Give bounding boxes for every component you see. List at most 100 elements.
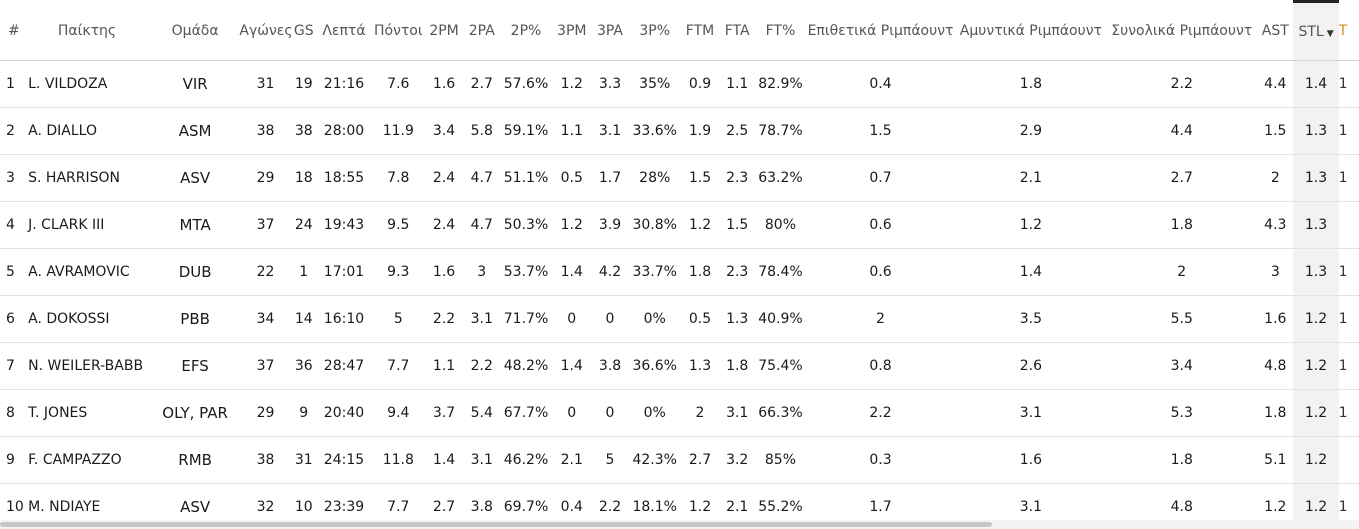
table-row[interactable]: 5 A. AVRAMOVIC DUB 22 1 17:01 9.3 1.6 3 53.7% 1.4 4… xyxy=(0,248,1359,296)
ft-pct-value: 78.4% xyxy=(755,248,806,296)
3p-pct-value: 0% xyxy=(628,295,681,343)
stl-value: 1.3 xyxy=(1293,201,1339,249)
fta-value: 1.8 xyxy=(719,342,756,390)
header-extra[interactable]: T xyxy=(1338,1,1359,61)
scrollbar-thumb[interactable] xyxy=(0,522,993,527)
header-fta[interactable]: FTA xyxy=(719,1,756,61)
3pm-value: 0 xyxy=(552,389,592,437)
offensive-rebounds-value: 1.7 xyxy=(805,483,956,520)
table-row[interactable]: 3 S. HARRISON ASV 29 18 18:55 7.8 2.4 4.7 51.1% 0.… xyxy=(0,154,1359,202)
ast-value: 1.5 xyxy=(1257,107,1294,155)
header-ft-pct[interactable]: FT% xyxy=(755,1,806,61)
2pa-value: 4.7 xyxy=(463,154,500,202)
games-started: 24 xyxy=(291,201,316,249)
3pm-value: 1.4 xyxy=(552,248,592,296)
ast-value: 2 xyxy=(1257,154,1294,202)
stl-value: 1.3 xyxy=(1293,248,1339,296)
header-stl[interactable]: STL ▼ xyxy=(1293,0,1339,61)
fta-value: 2.3 xyxy=(719,248,756,296)
player-name[interactable]: M. NDIAYE xyxy=(23,483,151,520)
3pa-value: 3.9 xyxy=(591,201,629,249)
ft-pct-value: 55.2% xyxy=(755,483,806,520)
player-name[interactable]: A. DIALLO xyxy=(23,107,151,155)
player-name[interactable]: A. DOKOSSI xyxy=(23,295,151,343)
3p-pct-value: 30.8% xyxy=(628,201,681,249)
table-row[interactable]: 7 N. WEILER-BABB EFS 37 36 28:47 7.7 1.1 2.2 48.2… xyxy=(0,342,1359,390)
header-games[interactable]: Αγώνες xyxy=(239,1,292,61)
player-name[interactable]: A. AVRAMOVIC xyxy=(23,248,151,296)
ast-value: 1.8 xyxy=(1257,389,1294,437)
sort-desc-icon: ▼ xyxy=(1326,28,1334,39)
header-2pm[interactable]: 2PM xyxy=(424,1,464,61)
defensive-rebounds-value: 3.1 xyxy=(955,483,1107,520)
2p-pct-value: 46.2% xyxy=(499,436,553,484)
points: 7.7 xyxy=(372,342,425,390)
extra-value: 1 xyxy=(1338,60,1359,108)
header-total-rebounds[interactable]: Συνολικά Ριμπάουντ xyxy=(1106,1,1258,61)
defensive-rebounds-value: 2.1 xyxy=(955,154,1107,202)
offensive-rebounds-value: 0.4 xyxy=(805,60,956,108)
header-player[interactable]: Παίκτης xyxy=(23,1,151,61)
player-name[interactable]: N. WEILER-BABB xyxy=(23,342,151,390)
table-row[interactable]: 6 A. DOKOSSI PBB 34 14 16:10 5 2.2 3.1 71.7% 0 0 0% 0… xyxy=(0,295,1359,343)
ftm-value: 0.5 xyxy=(680,295,720,343)
player-name[interactable]: F. CAMPAZZO xyxy=(23,436,151,484)
3pm-value: 0.5 xyxy=(552,154,592,202)
header-stl-label: STL xyxy=(1298,23,1324,40)
team-code: ASV xyxy=(150,483,240,520)
header-minutes[interactable]: Λεπτά xyxy=(315,1,373,61)
header-3pa[interactable]: 3PA xyxy=(591,1,629,61)
extra-value: 1 xyxy=(1338,107,1359,155)
table-row[interactable]: 9 F. CAMPAZZO RMB 38 31 24:15 11.8 1.4 3.1 46.2% 2… xyxy=(0,436,1359,484)
extra-value xyxy=(1338,201,1359,249)
table-row[interactable]: 8 T. JONES OLY, PAR 29 9 20:40 9.4 3.7 5.4 67.7% 0… xyxy=(0,389,1359,437)
total-rebounds-value: 5.3 xyxy=(1106,389,1258,437)
3p-pct-value: 18.1% xyxy=(628,483,681,520)
total-rebounds-value: 2.7 xyxy=(1106,154,1258,202)
team-code: EFS xyxy=(150,342,240,390)
horizontal-scrollbar[interactable] xyxy=(0,520,1359,529)
table-row[interactable]: 4 J. CLARK III MTA 37 24 19:43 9.5 2.4 4.7 50.3% 1… xyxy=(0,201,1359,249)
header-team[interactable]: Ομάδα xyxy=(150,1,240,61)
stl-value: 1.2 xyxy=(1293,436,1339,484)
header-3pm[interactable]: 3PM xyxy=(552,1,592,61)
2pa-value: 3.8 xyxy=(463,483,500,520)
3pa-value: 5 xyxy=(591,436,629,484)
3p-pct-value: 33.6% xyxy=(628,107,681,155)
header-offensive-rebounds[interactable]: Επιθετικά Ριμπάουντ xyxy=(805,1,956,61)
fta-value: 1.3 xyxy=(719,295,756,343)
games-played: 38 xyxy=(239,436,292,484)
2pa-value: 3 xyxy=(463,248,500,296)
2pm-value: 1.6 xyxy=(424,60,464,108)
games-played: 29 xyxy=(239,389,292,437)
2pm-value: 1.1 xyxy=(424,342,464,390)
player-name[interactable]: T. JONES xyxy=(23,389,151,437)
header-ftm[interactable]: FTM xyxy=(680,1,720,61)
player-name[interactable]: L. VILDOZA xyxy=(23,60,151,108)
fta-value: 1.5 xyxy=(719,201,756,249)
header-gs[interactable]: GS xyxy=(291,1,316,61)
table-row[interactable]: 10 M. NDIAYE ASV 32 10 23:39 7.7 2.7 3.8 69.7% 0.4… xyxy=(0,483,1359,520)
player-name[interactable]: J. CLARK III xyxy=(23,201,151,249)
player-name[interactable]: S. HARRISON xyxy=(23,154,151,202)
ast-value: 4.8 xyxy=(1257,342,1294,390)
3p-pct-value: 0% xyxy=(628,389,681,437)
fta-value: 2.5 xyxy=(719,107,756,155)
2pm-value: 3.7 xyxy=(424,389,464,437)
games-started: 14 xyxy=(291,295,316,343)
ftm-value: 1.8 xyxy=(680,248,720,296)
3pa-value: 4.2 xyxy=(591,248,629,296)
header-3p-pct[interactable]: 3P% xyxy=(628,1,681,61)
2pa-value: 3.1 xyxy=(463,436,500,484)
total-rebounds-value: 1.8 xyxy=(1106,436,1258,484)
header-defensive-rebounds[interactable]: Αμυντικά Ριμπάουντ xyxy=(955,1,1107,61)
header-ast[interactable]: AST xyxy=(1257,1,1294,61)
header-2pa[interactable]: 2PA xyxy=(463,1,500,61)
table-row[interactable]: 1 L. VILDOZA VIR 31 19 21:16 7.6 1.6 2.7 57.6% 1.2… xyxy=(0,60,1359,108)
header-rank[interactable]: # xyxy=(0,1,24,61)
ftm-value: 1.2 xyxy=(680,483,720,520)
header-2p-pct[interactable]: 2P% xyxy=(499,1,553,61)
header-points[interactable]: Πόντοι xyxy=(372,1,425,61)
table-row[interactable]: 2 A. DIALLO ASM 38 38 28:00 11.9 3.4 5.8 59.1% 1.1… xyxy=(0,107,1359,155)
